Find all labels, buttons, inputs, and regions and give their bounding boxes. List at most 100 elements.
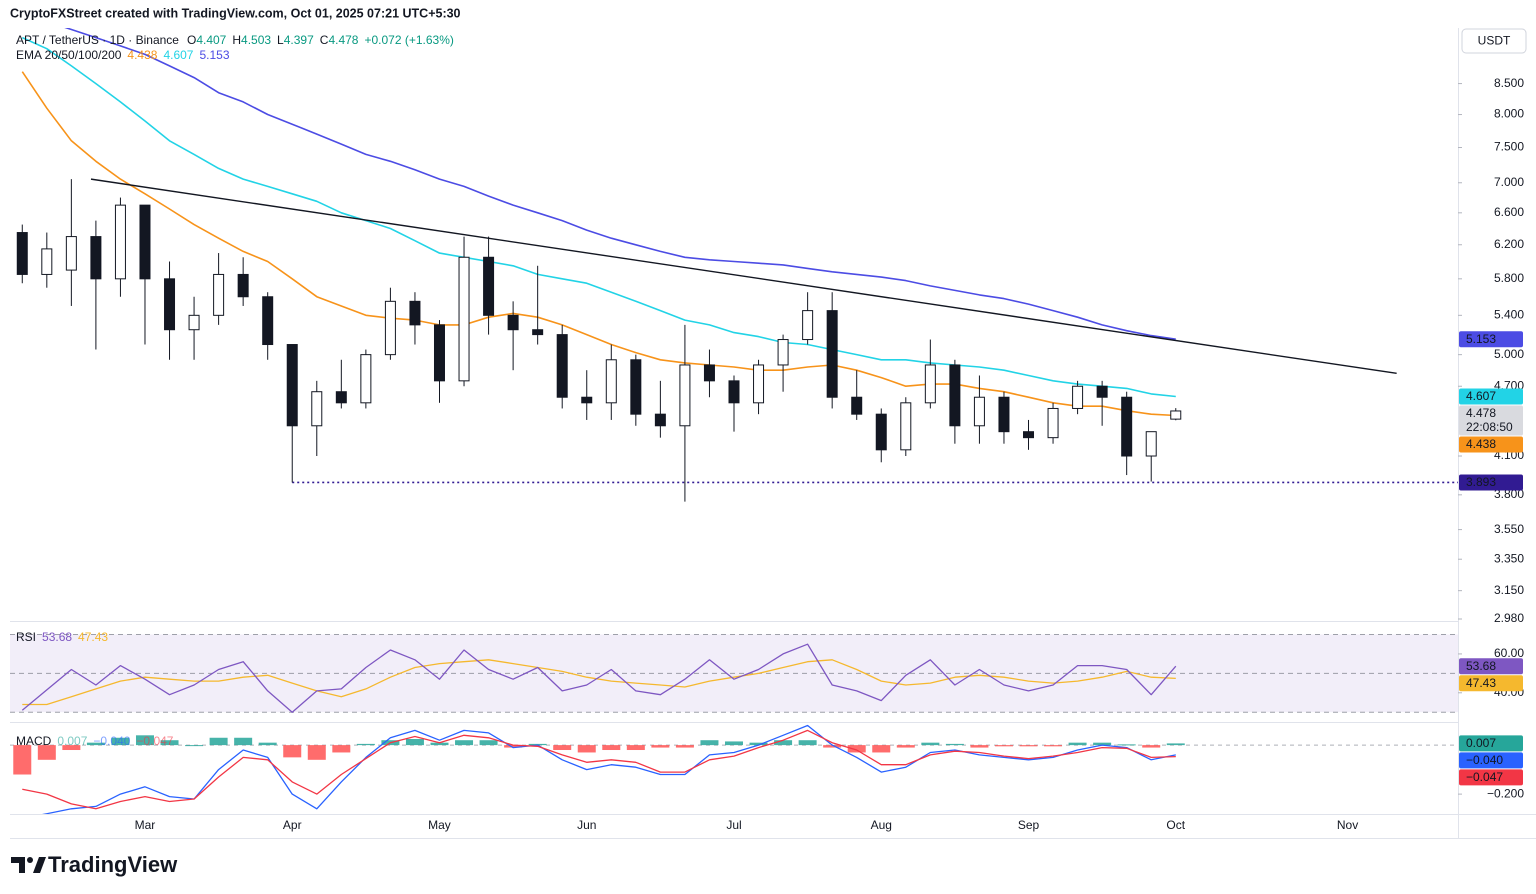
macd-histogram-bar	[896, 745, 915, 748]
macd-histogram-bar	[602, 745, 621, 751]
ohlc-letter: H	[232, 33, 241, 47]
currency-box[interactable]	[1461, 28, 1527, 54]
macd-pane	[10, 724, 1458, 814]
candle-body	[335, 391, 347, 404]
price-label-box	[1459, 735, 1523, 752]
price-label: 4.478	[1466, 406, 1496, 420]
macd-histogram-bar	[994, 745, 1013, 747]
macd-name: MACD	[16, 734, 52, 748]
candle-body	[630, 359, 642, 415]
price-label-box	[1459, 331, 1523, 348]
price-label: 4.438	[1466, 437, 1496, 451]
x-tick-label: Jul	[726, 818, 741, 832]
macd-histogram-bar	[921, 742, 940, 746]
ema-name: EMA 20/50/100/200	[16, 48, 122, 62]
rsi-line	[22, 659, 1176, 706]
ema-value: 4.607	[163, 48, 193, 62]
countdown: 22:08:50	[1466, 420, 1513, 434]
macd-histogram-bar	[1142, 745, 1161, 748]
ohlc-letter: O	[187, 33, 196, 47]
candle-body	[949, 364, 961, 427]
price-label: −0.047	[1466, 770, 1503, 784]
candle-body	[1121, 396, 1133, 457]
brand-logo	[11, 857, 46, 873]
rsi-pane	[10, 633, 1458, 713]
macd-histogram-bar	[651, 745, 670, 748]
candle-body	[802, 310, 814, 341]
y-tick-label: 3.550	[1494, 522, 1524, 536]
macd-histogram-bar	[405, 738, 424, 746]
candle-body	[1145, 431, 1157, 457]
macd-histogram-bar	[356, 743, 375, 746]
candle-body	[188, 314, 200, 331]
y-tick-label: 3.800	[1494, 487, 1524, 501]
y-tick-label: 5.000	[1494, 347, 1524, 361]
macd-histogram-bar	[332, 745, 351, 753]
candle-body	[777, 339, 789, 366]
candle-body	[532, 329, 544, 336]
candle-body	[384, 300, 396, 356]
candle-body	[483, 256, 495, 316]
candle-body	[1072, 385, 1084, 409]
macd-histogram-bar	[455, 740, 474, 746]
rsi-legend: RSI 53.68 47.43	[16, 630, 108, 644]
low-value: 4.397	[284, 33, 314, 47]
x-tick-label: Aug	[871, 818, 892, 832]
macd-histogram-bar	[479, 740, 498, 746]
macd-histogram-bar	[577, 745, 596, 753]
ohlc-letter: L	[277, 33, 284, 47]
symbol: APT / TetherUS · 1D · Binance	[16, 33, 179, 47]
candle-body	[433, 324, 445, 382]
candle-body	[605, 359, 617, 404]
y-tick-label: 5.400	[1494, 307, 1524, 321]
candle-body	[654, 413, 666, 427]
rsi-value: 53.68	[42, 630, 72, 644]
macd-histogram-bar	[13, 745, 32, 775]
signal-value: −0.047	[136, 734, 173, 748]
price-label-box	[1459, 474, 1523, 491]
credit: CryptoFXStreet created with TradingView.…	[10, 6, 461, 20]
close-value: 4.478	[328, 33, 358, 47]
rsi-ma-value: 47.43	[78, 630, 108, 644]
x-tick-label: May	[428, 818, 451, 832]
candle-body	[826, 310, 838, 398]
y-tick-label: 6.200	[1494, 237, 1524, 251]
macd-histogram-bar	[209, 737, 228, 746]
ema-line	[64, 28, 1176, 340]
ema-line	[21, 36, 1176, 398]
macd-histogram-bar	[847, 745, 866, 753]
ema-value: 4.438	[127, 48, 157, 62]
macd-histogram-bar	[774, 740, 793, 746]
y-tick-label: 6.600	[1494, 205, 1524, 219]
candle-body	[213, 273, 225, 316]
x-tick-label: Mar	[135, 818, 156, 832]
price-label-box	[1459, 769, 1523, 786]
y-tick-label: 8.000	[1494, 107, 1524, 121]
macd-histogram-bar	[823, 745, 842, 748]
ohlc-letter: C	[320, 33, 329, 47]
macd-histogram-bar	[970, 745, 989, 748]
price-label-box	[1459, 658, 1523, 675]
candle-body	[360, 354, 372, 404]
currency[interactable]: USDT	[1478, 34, 1511, 48]
y-tick-label: 5.800	[1494, 271, 1524, 285]
candle-body	[90, 236, 102, 280]
candle-body	[728, 380, 740, 404]
rsi-line	[21, 643, 1177, 713]
candle-body	[286, 344, 298, 427]
y-tick-label: −0.200	[1487, 786, 1524, 800]
candle-body	[164, 278, 176, 331]
macd-histogram-bar	[700, 740, 719, 746]
candle-body	[924, 364, 936, 404]
trendline	[90, 178, 1397, 375]
macd-histogram-bar	[1117, 744, 1136, 746]
price-label: 47.43	[1466, 676, 1496, 690]
x-tick-label: Apr	[283, 818, 302, 832]
candle-body	[753, 364, 765, 404]
candle-body	[703, 364, 715, 382]
macd-histogram-bar	[675, 745, 694, 748]
y-tick-label: 7.500	[1494, 140, 1524, 154]
y-tick-label: 3.350	[1494, 551, 1524, 565]
candle-body	[1096, 385, 1108, 398]
